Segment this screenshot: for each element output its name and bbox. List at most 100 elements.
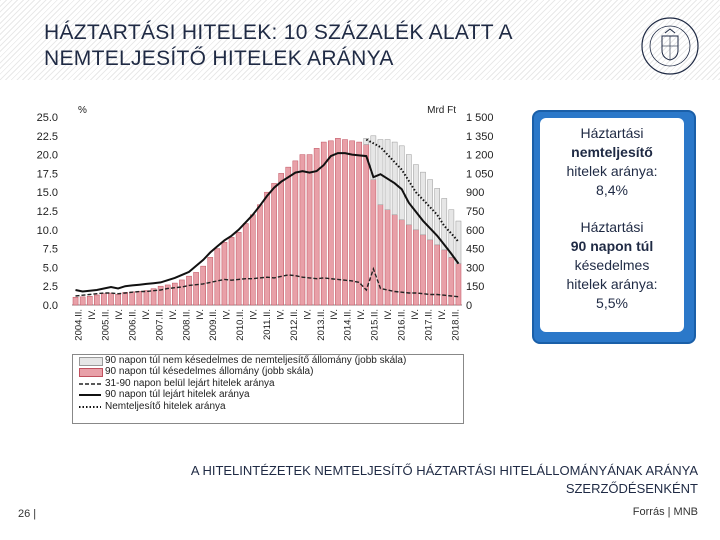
kpi-callout-content: Háztartási nemteljesítő hitelek aránya: …	[540, 118, 684, 332]
bar-overdue	[363, 144, 370, 306]
bar-overdue	[228, 237, 235, 306]
legend-item-dotted-line: Nemteljesítő hitelek aránya	[73, 401, 463, 412]
x-tick-label: 2015.II.	[370, 309, 381, 341]
legend-label: 90 napon túl lejárt hitelek aránya	[105, 389, 250, 401]
bar-overdue	[150, 288, 157, 306]
line-31-90-days	[75, 266, 459, 298]
npl-ratio-value: 8,4%	[596, 182, 628, 198]
bar-nonoverdue-npl	[398, 145, 405, 221]
x-tick-label: 2005.II.	[101, 309, 112, 341]
bar-overdue	[271, 183, 277, 306]
left-tick-label: 17.5	[37, 168, 58, 180]
x-tick-label: IV.	[329, 309, 340, 320]
bar-overdue	[72, 296, 79, 306]
x-tick-label: IV.	[302, 309, 313, 320]
x-tick-label: IV.	[114, 309, 125, 320]
bar-overdue	[285, 166, 292, 306]
bar-overdue	[292, 160, 299, 306]
bar-overdue	[250, 214, 256, 306]
bar-nonoverdue-npl	[377, 139, 384, 205]
x-tick-label: 2016.II.	[396, 309, 407, 341]
x-tick-label: 2008.II.	[181, 309, 192, 341]
x-tick-label: IV.	[195, 309, 206, 320]
bar-overdue	[306, 154, 313, 306]
x-tick-label: 2012.II.	[289, 309, 300, 341]
bar-overdue	[427, 239, 433, 306]
bar-overdue	[242, 223, 249, 306]
bar-overdue	[278, 173, 284, 306]
legend-label: 90 napon túl nem késedelmes de nemteljes…	[105, 355, 407, 366]
bar-overdue	[172, 282, 178, 306]
bar-nonoverdue-npl	[448, 209, 455, 258]
bar-overdue	[221, 242, 228, 306]
bar-nonoverdue-npl	[363, 138, 370, 145]
bar-overdue	[349, 140, 355, 306]
bar-overdue	[157, 285, 164, 306]
right-tick-label: 150	[466, 281, 484, 293]
bar-overdue	[193, 272, 199, 306]
right-axis-unit: Mrd Ft	[427, 105, 456, 116]
bar-overdue	[122, 292, 128, 306]
bar-overdue	[214, 248, 221, 306]
legend-swatch-solid	[79, 394, 101, 397]
legend-label: Nemteljesítő hitelek aránya	[105, 400, 226, 412]
right-tick-label: 1 500	[466, 112, 494, 124]
bar-nonoverdue-npl	[391, 141, 398, 216]
right-tick-label: 900	[466, 187, 484, 199]
right-tick-label: 0	[466, 300, 472, 312]
left-tick-label: 20.0	[37, 150, 58, 162]
line-npl-ratio	[365, 138, 460, 243]
bar-overdue	[207, 257, 214, 306]
left-tick-label: 7.5	[43, 244, 58, 256]
x-tick-label: 2014.II.	[343, 309, 354, 341]
bar-overdue	[94, 294, 100, 306]
legend-swatch-red	[79, 368, 103, 378]
bar-nonoverdue-npl	[455, 220, 462, 264]
legend-swatch-dashed	[79, 383, 101, 385]
right-tick-label: 600	[466, 225, 484, 237]
right-tick-label: 1 350	[466, 131, 494, 143]
overdue-ratio-value: 5,5%	[596, 295, 628, 311]
line-90-plus-days	[75, 152, 460, 293]
bar-nonoverdue-npl	[427, 179, 433, 241]
bar-overdue	[101, 293, 107, 306]
bar-overdue	[320, 141, 327, 306]
bar-overdue	[328, 140, 334, 306]
legend-item-solid-line: 90 napon túl lejárt hitelek aránya	[73, 389, 463, 400]
x-tick-label: 2006.II.	[128, 309, 139, 341]
legend-swatch-dotted	[79, 405, 101, 408]
bar-nonoverdue-npl	[420, 171, 426, 236]
right-tick-label: 300	[466, 262, 484, 274]
callout-line: hitelek aránya:	[566, 163, 658, 179]
bar-overdue	[129, 291, 136, 306]
bar-overdue	[356, 141, 362, 306]
legend-item-grey-bars: 90 napon túl nem késedelmes de nemteljes…	[73, 355, 463, 366]
x-tick-label: IV.	[275, 309, 286, 320]
x-tick-label: 2017.II.	[423, 309, 434, 341]
mnb-seal-logo	[641, 17, 699, 75]
bar-overdue	[235, 232, 242, 306]
bar-overdue	[115, 294, 121, 306]
left-tick-label: 0.0	[43, 300, 58, 312]
bar-overdue	[342, 139, 348, 306]
left-tick-label: 25.0	[37, 112, 58, 124]
bar-overdue	[434, 244, 440, 306]
bar-overdue	[455, 263, 462, 306]
chart-subtitle: A HITELINTÉZETEK NEMTELJESÍTŐ HÁZTARTÁSI…	[190, 463, 698, 496]
callout-line: késedelmes	[574, 257, 650, 273]
x-tick-label: 2010.II.	[235, 309, 246, 341]
legend-swatch-grey	[79, 357, 103, 366]
header-hatch-background	[0, 0, 720, 80]
bar-overdue	[143, 290, 150, 306]
bar-nonoverdue-npl	[370, 135, 377, 180]
bar-overdue	[448, 257, 455, 306]
left-axis-unit: %	[78, 105, 87, 116]
bar-overdue	[370, 179, 377, 306]
callout-line-bold: nemteljesítő	[571, 144, 653, 160]
right-tick-label: 750	[466, 206, 484, 218]
legend-item-red-bars: 90 napon túl késedelmes állomány (jobb s…	[73, 366, 463, 378]
bar-overdue	[79, 296, 86, 306]
x-tick-label: 2007.II.	[154, 309, 165, 341]
bar-overdue	[264, 191, 270, 306]
